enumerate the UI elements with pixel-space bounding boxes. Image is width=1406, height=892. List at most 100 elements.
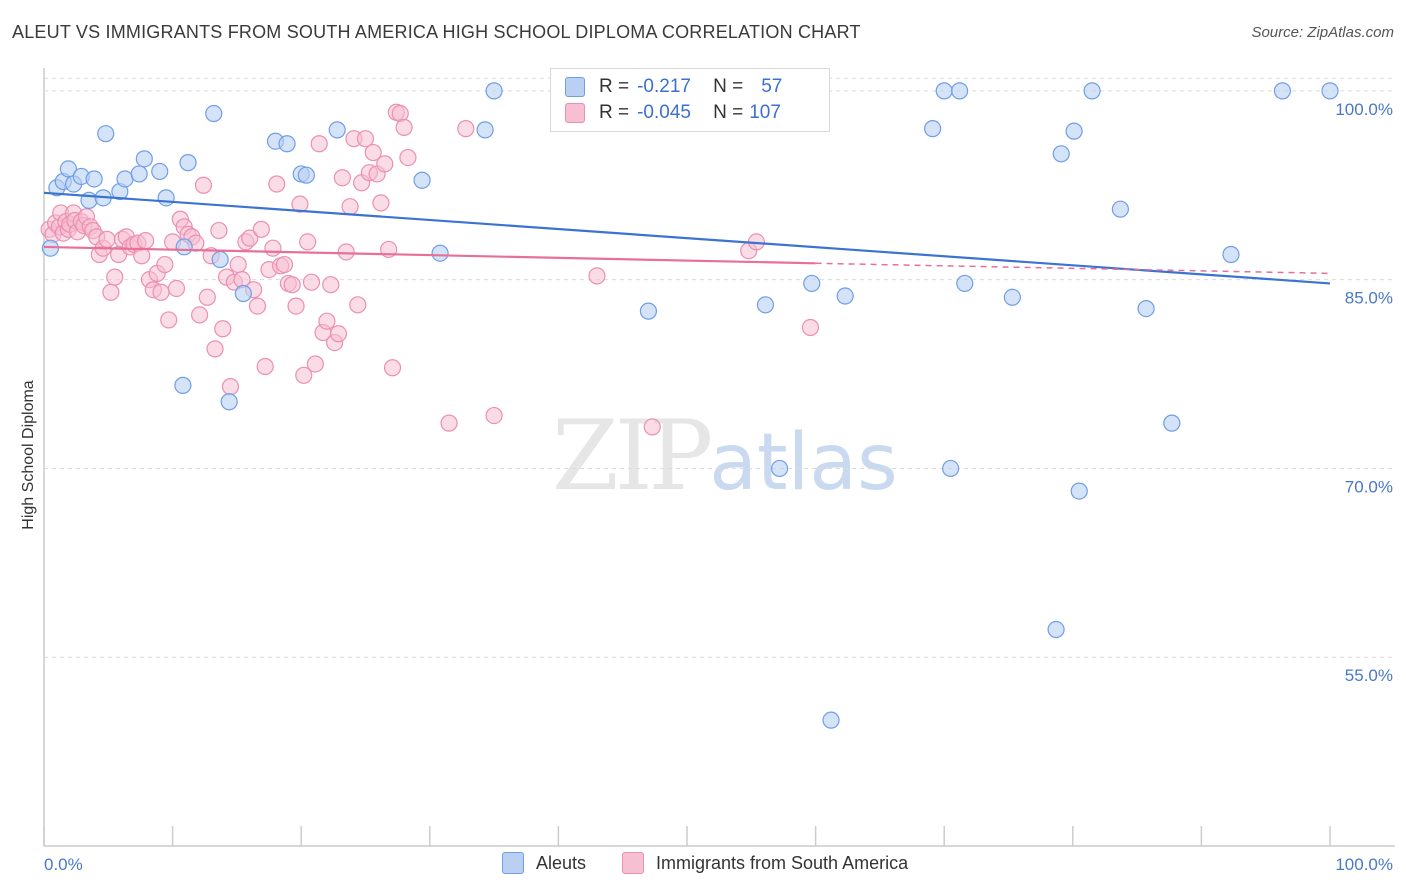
series-legend: Aleuts Immigrants from South America bbox=[0, 852, 1406, 878]
south-america-point bbox=[383, 359, 402, 377]
chart-title: ALEUT VS IMMIGRANTS FROM SOUTH AMERICA H… bbox=[12, 22, 861, 42]
aleuts-point bbox=[951, 82, 969, 100]
aleuts-point bbox=[803, 274, 821, 293]
south-america-point bbox=[295, 366, 313, 384]
south-america-point bbox=[194, 176, 213, 194]
aleuts-point bbox=[1065, 122, 1083, 140]
aleuts-point bbox=[1052, 145, 1070, 163]
south-america-point bbox=[356, 130, 375, 148]
aleuts-point bbox=[822, 711, 840, 729]
y-tick-label: 100.0% bbox=[1335, 100, 1393, 119]
aleuts-point bbox=[205, 104, 223, 123]
south-america-point bbox=[306, 355, 324, 373]
aleuts-point bbox=[234, 284, 252, 303]
south-america-point bbox=[256, 357, 274, 376]
south-america-point bbox=[801, 318, 820, 337]
aleuts-point bbox=[85, 170, 103, 188]
aleuts-point bbox=[157, 189, 175, 207]
aleuts-point bbox=[297, 166, 315, 184]
south-america-point bbox=[376, 155, 394, 173]
aleuts-point bbox=[211, 250, 229, 269]
aleuts-point bbox=[1137, 300, 1155, 318]
south-america-point bbox=[318, 312, 336, 330]
y-tick-label: 85.0% bbox=[1345, 289, 1393, 308]
aleuts-point bbox=[175, 238, 193, 256]
aleuts-point bbox=[1273, 82, 1292, 100]
aleuts-point bbox=[1047, 620, 1065, 639]
aleuts-point bbox=[836, 287, 854, 305]
south-america-point bbox=[156, 255, 174, 274]
aleuts-point bbox=[1222, 245, 1240, 264]
south-america-point bbox=[322, 276, 340, 294]
south-america-point bbox=[333, 169, 351, 187]
aleuts-point bbox=[770, 459, 789, 478]
aleuts-point bbox=[413, 171, 431, 189]
south-america-point bbox=[214, 320, 232, 338]
south-america-swatch bbox=[565, 103, 585, 123]
aleuts-point bbox=[431, 244, 449, 262]
south-america-point bbox=[399, 148, 417, 167]
legend-row-south-america: R = -0.045 N = 107 bbox=[565, 101, 781, 125]
aleuts-point bbox=[151, 162, 169, 181]
south-america-point bbox=[191, 306, 209, 324]
aleuts-point bbox=[942, 459, 960, 478]
south-america-point bbox=[299, 233, 317, 251]
south-america-trend-line bbox=[43, 245, 816, 265]
aleuts-point bbox=[485, 82, 503, 100]
n-value: 107 bbox=[749, 102, 781, 123]
south-america-point bbox=[302, 273, 321, 291]
aleuts-point bbox=[97, 125, 115, 143]
aleuts-point bbox=[1070, 482, 1088, 500]
aleuts-point bbox=[328, 121, 346, 139]
aleuts-point bbox=[59, 160, 78, 178]
aleuts-point bbox=[278, 135, 296, 153]
r-value: -0.045 bbox=[637, 102, 691, 123]
south-america-point bbox=[349, 296, 367, 314]
aleuts-point bbox=[179, 154, 197, 172]
south-america-point bbox=[106, 268, 124, 286]
south-america-point bbox=[287, 297, 305, 315]
legend-label-aleuts: Aleuts bbox=[536, 852, 587, 873]
aleuts-point bbox=[1003, 288, 1021, 306]
aleuts-point bbox=[924, 120, 942, 138]
south-america-point bbox=[457, 120, 475, 138]
x-tick-label: 0.0% bbox=[44, 855, 83, 874]
aleuts-point bbox=[1321, 82, 1339, 100]
aleuts-point bbox=[476, 121, 494, 139]
south-america-point bbox=[329, 325, 348, 343]
legend-item-aleuts: Aleuts bbox=[502, 852, 586, 874]
south-america-point bbox=[98, 230, 116, 248]
y-tick-label: 55.0% bbox=[1345, 666, 1393, 685]
aleuts-point bbox=[135, 150, 153, 168]
aleuts-swatch bbox=[565, 77, 585, 97]
legend-item-south-america: Immigrants from South America bbox=[622, 852, 908, 874]
aleuts-point bbox=[935, 82, 953, 100]
n-label: N = bbox=[713, 102, 744, 123]
aleuts-point bbox=[1083, 82, 1101, 100]
south-america-point bbox=[221, 378, 240, 396]
south-america-point bbox=[252, 220, 270, 238]
source-credit: Source: ZipAtlas.com bbox=[1251, 24, 1394, 41]
r-label: R = bbox=[599, 76, 630, 97]
south-america-point bbox=[248, 297, 267, 315]
legend-row-aleuts: R = -0.217 N = 57 bbox=[565, 75, 782, 99]
r-value: -0.217 bbox=[637, 76, 691, 97]
south-america-point bbox=[291, 195, 309, 213]
south-america-point bbox=[264, 239, 282, 257]
watermark-logo: ZIPatlas bbox=[552, 400, 898, 512]
south-america-point bbox=[152, 283, 170, 301]
n-label: N = bbox=[713, 76, 744, 97]
south-america-point bbox=[160, 311, 178, 329]
aleuts-trend-line bbox=[43, 191, 1331, 285]
south-america-point bbox=[364, 143, 382, 162]
watermark-atlas: atlas bbox=[709, 418, 898, 508]
south-america-point bbox=[337, 243, 355, 261]
south-america-trend-extension bbox=[815, 262, 1331, 275]
south-america-point bbox=[210, 221, 228, 240]
aleuts-point bbox=[174, 376, 192, 394]
south-america-point bbox=[275, 255, 294, 274]
south-america-point bbox=[283, 276, 301, 294]
south-america-point bbox=[167, 279, 186, 298]
south-america-point bbox=[206, 340, 224, 358]
south-america-point bbox=[198, 288, 216, 306]
